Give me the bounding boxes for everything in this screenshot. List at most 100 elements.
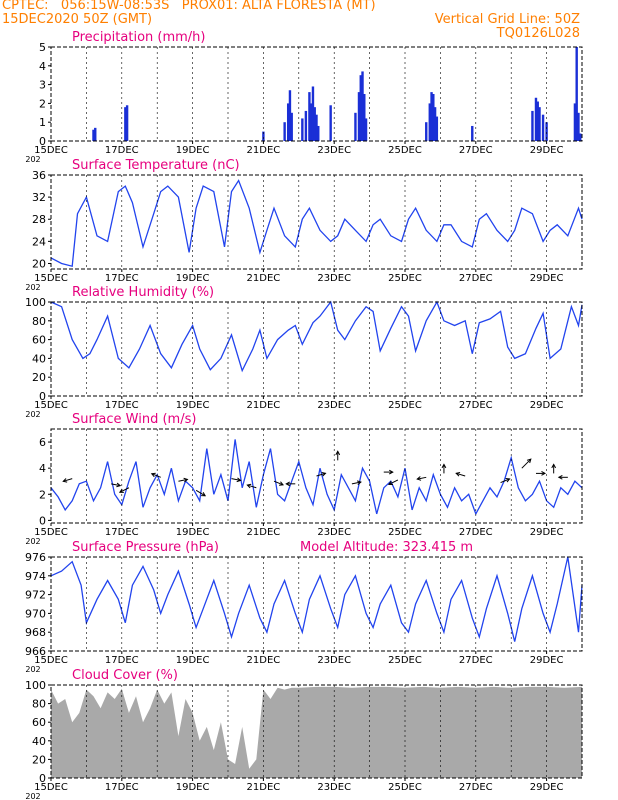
precip-bar [471,125,474,141]
wind-arrow-head [541,471,547,476]
precip-bar [309,103,313,141]
wind-arrow-head [335,450,341,456]
precip-bar [301,118,304,141]
panel-3 [48,300,583,399]
x-tick-label: 25DEC [388,273,422,284]
series-line [50,300,583,373]
wind-arrow-head [505,477,511,483]
precip-bar [534,97,538,141]
x-tick-label: 15DEC [34,782,68,793]
x-tick-label: 19DEC [176,400,210,411]
wind-arrow-head [389,469,394,475]
precip-bar [308,92,311,141]
x-tick-label: 19DEC [176,782,210,793]
precip-bar [364,118,368,141]
precip-bar [432,94,435,141]
y-tick-label: 80 [32,315,46,328]
x-tick-label: 25DEC [388,527,422,538]
panel-title: Cloud Cover (%) [72,668,178,683]
x-tick-label: 27DEC [459,400,493,411]
x-tick-label: 15DEC [34,273,68,284]
panel-title: Surface Wind (m/s) [72,412,196,427]
panel-frame [50,556,583,652]
wind-arrow-head [441,463,447,469]
header-model-code: TQ0126L028 [496,26,580,41]
wind-arrow-head [285,481,291,487]
x-tick-label: 23DEC [317,782,351,793]
x-tick-label: 27DEC [459,655,493,666]
x-tick-label: 17DEC [105,655,139,666]
panel-title: Surface Pressure (hPa) [72,540,219,555]
y-tick-label: 20 [32,371,46,384]
wind-arrow-head [356,480,362,485]
year-label: 202 [25,410,40,419]
y-tick-label: 3 [39,79,46,92]
precip-bar [92,129,95,141]
wind-arrow [231,478,241,481]
precip-bar [536,101,539,141]
precip-bar [125,105,129,141]
x-tick-label: 29DEC [530,527,564,538]
x-tick-label: 19DEC [176,655,210,666]
precip-bar [317,125,320,141]
wind-arrow-head [526,458,532,464]
x-tick-label: 29DEC [530,400,564,411]
series-line [50,439,583,516]
wind-arrow [388,479,399,485]
y-tick-label: 4 [39,60,46,73]
x-tick-label: 15DEC [34,400,68,411]
x-tick-label: 25DEC [388,782,422,793]
x-tick-label: 17DEC [105,400,139,411]
y-tick-label: 968 [25,626,46,639]
x-tick-label: 25DEC [388,145,422,156]
wind-arrow-head [321,471,327,477]
y-tick-label: 974 [25,570,46,583]
x-tick-label: 25DEC [388,400,422,411]
precip-bar [124,107,127,141]
year-label: 202 [25,792,40,800]
y-tick-label: 0 [39,390,46,403]
y-tick-label: 100 [25,296,46,309]
y-tick-label: 20 [32,257,46,270]
x-tick-label: 29DEC [530,145,564,156]
x-tick-label: 17DEC [105,273,139,284]
wind-arrow [273,480,284,486]
year-label: 202 [25,155,40,164]
wind-arrow-head [236,477,242,483]
precip-bar [435,116,439,141]
panel-frame [50,684,583,779]
x-tick-label: 23DEC [317,273,351,284]
x-tick-label: 17DEC [105,527,139,538]
x-tick-label: 23DEC [317,400,351,411]
wind-arrow [119,487,130,493]
precip-bar [575,47,578,141]
series-line [50,179,583,268]
y-tick-label: 0 [39,772,46,785]
wind-arrow-head [278,481,284,486]
precip-bar [579,133,582,141]
wind-arrow [247,484,257,489]
precip-bar [359,75,362,141]
precip-bar [94,127,97,141]
precip-bar [354,112,357,141]
panel-frame [50,174,583,270]
precip-bar [531,110,534,141]
x-tick-label: 23DEC [317,145,351,156]
y-tick-label: 80 [32,698,46,711]
precip-bar [363,94,366,141]
precip-bar [425,122,428,141]
x-tick-label: 15DEC [34,145,68,156]
x-tick-label: 25DEC [388,655,422,666]
x-tick-label: 21DEC [247,527,281,538]
y-tick-label: 20 [32,753,46,766]
y-tick-label: 0 [39,135,46,148]
y-tick-label: 5 [39,41,46,54]
precip-bar [313,107,316,141]
precip-bar [361,71,364,141]
year-label: 202 [25,665,40,674]
header-line1: CPTEC: 056:15W-08:53S PROX01: ALTA FLORE… [2,0,376,13]
y-tick-label: 4 [39,462,46,475]
wind-arrow [456,472,466,477]
x-tick-label: 21DEC [247,145,281,156]
panel-title: Precipitation (mm/h) [72,30,205,45]
